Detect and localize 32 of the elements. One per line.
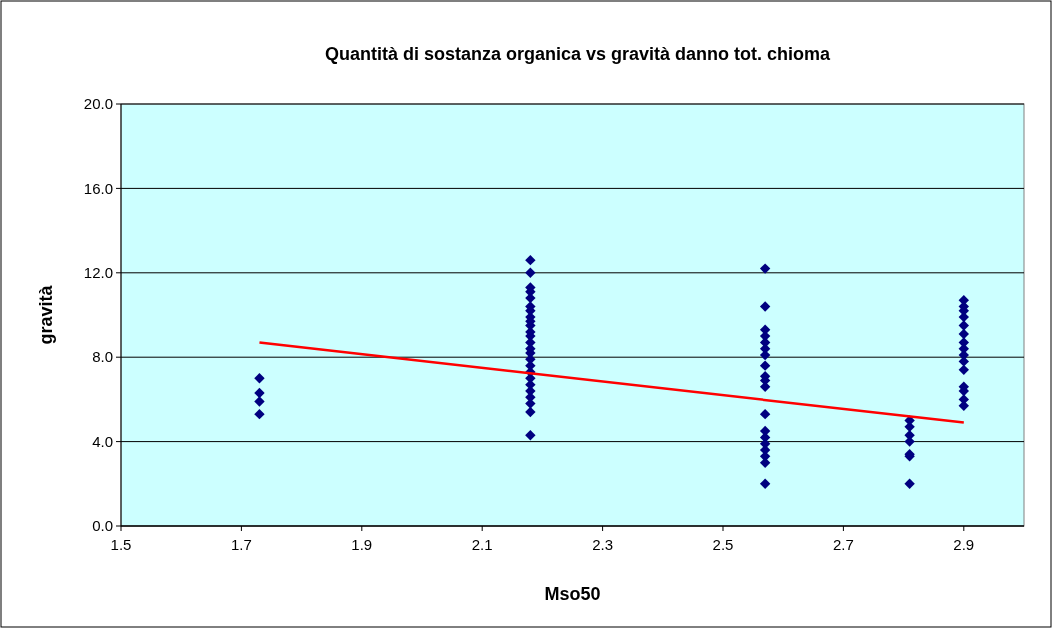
point	[525, 254, 536, 266]
point	[254, 396, 265, 407]
point	[958, 328, 969, 340]
point	[525, 430, 536, 441]
x-tick-label: 2.9	[953, 536, 975, 553]
point	[904, 478, 915, 489]
x-tick-label: 2.7	[832, 536, 854, 553]
x-tick-label: 1.7	[230, 536, 252, 553]
y-tick-label: 0.0	[92, 517, 113, 535]
x-tick-label: 2.5	[712, 536, 734, 553]
point	[759, 301, 771, 312]
point	[759, 408, 771, 420]
x-tick-label: 2.3	[592, 536, 614, 553]
y-tick-label: 8.0	[92, 348, 113, 366]
y-tick-label: 4.0	[92, 432, 113, 450]
point	[759, 478, 771, 489]
x-axis-title: Mso50	[544, 584, 601, 604]
point	[525, 267, 536, 278]
y-tick-label: 20.0	[83, 95, 113, 113]
point	[759, 263, 771, 274]
point	[759, 360, 771, 371]
x-tick-label: 2.1	[471, 536, 493, 553]
point	[254, 408, 265, 420]
point	[254, 373, 265, 384]
y-tick-label: 16.0	[83, 179, 113, 197]
y-axis-title: gravità	[36, 284, 56, 345]
x-tick-label: 1.5	[110, 536, 132, 553]
x-tick-label: 1.9	[351, 536, 373, 553]
chart-title: Quantità di sostanza organica vs gravità danno tot. chioma	[324, 44, 832, 64]
point	[525, 406, 536, 418]
point	[958, 364, 969, 376]
y-tick-label: 12.0	[83, 264, 113, 282]
